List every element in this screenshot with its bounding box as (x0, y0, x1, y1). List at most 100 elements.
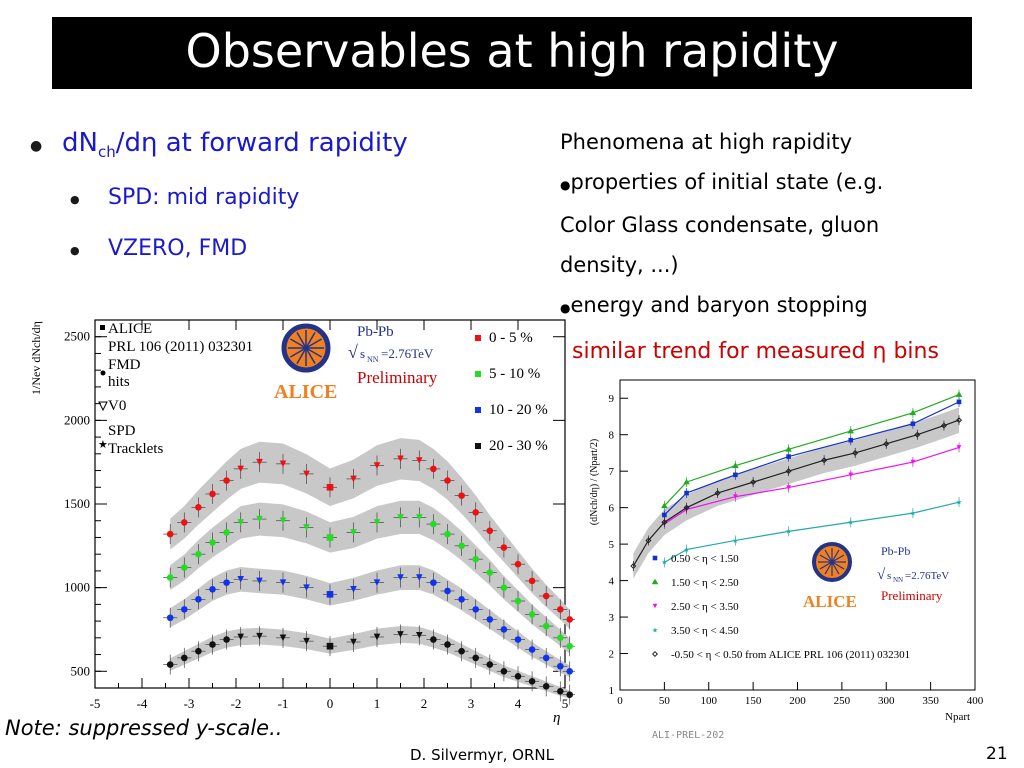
data-point (416, 514, 423, 521)
data-point (350, 586, 357, 593)
data-point (430, 636, 437, 643)
data-point (303, 637, 310, 645)
bullet-dndeta-pre: dN (62, 128, 98, 158)
data-point (557, 662, 564, 670)
alice-logo-text: ALICE (274, 381, 337, 403)
data-point (500, 544, 508, 551)
data-point (486, 527, 494, 535)
phenomena-line-3: density, ...) (560, 253, 679, 277)
data-point (195, 596, 202, 603)
data-point (256, 458, 263, 466)
data-point (566, 616, 573, 623)
data-point (223, 579, 230, 586)
x-tick-label: 0 (327, 696, 334, 711)
data-point (514, 597, 522, 605)
y-tick-label: 1500 (64, 496, 90, 511)
legend-marker (475, 407, 481, 413)
data-point (852, 449, 859, 456)
data-point (237, 519, 244, 526)
alice-logo-spoke (831, 549, 840, 563)
energy-value: =2.76TeV (905, 570, 949, 582)
alice-logo-spoke (824, 561, 833, 575)
data-point (542, 622, 550, 630)
data-point (472, 509, 480, 516)
data-point (430, 520, 437, 528)
x-tick-label: 0 (617, 695, 623, 707)
scale-note: Note: suppressed y-scale.. (5, 716, 283, 740)
legend-marker (651, 650, 659, 658)
y-tick-label: 1 (609, 685, 615, 697)
data-point (444, 477, 451, 484)
y-tick-label: 2000 (64, 412, 90, 427)
legend-marker (475, 443, 481, 449)
data-point (416, 632, 423, 639)
phenomena-heading: Phenomena at high rapidity (560, 130, 853, 154)
data-point (683, 504, 690, 511)
x-tick-label: -4 (137, 696, 148, 711)
data-point (486, 661, 494, 668)
x-axis-label: η (553, 710, 560, 726)
data-point (645, 537, 652, 544)
data-point (373, 579, 381, 586)
legend-series-label: -0.50 < η < 0.50 from ALICE PRL 106 (201… (671, 649, 910, 661)
data-point (500, 584, 508, 591)
legend-series-label: 20 - 30 % (489, 438, 548, 454)
data-point (397, 574, 404, 581)
data-point (956, 445, 962, 450)
data-point (209, 586, 216, 593)
systematic-band (633, 407, 960, 579)
data-point (326, 534, 334, 541)
data-point (279, 579, 287, 586)
npart-chart: ★ ★ ★ ★ ★ ★ ★ 0 50 100 150 200 250 300 350 400 1 2 3 4 5 6 7 8… (589, 379, 984, 723)
data-point (430, 465, 437, 473)
data-point (486, 569, 494, 576)
data-point (786, 485, 791, 490)
data-point (661, 502, 668, 509)
data-point (940, 422, 947, 429)
data-point: ★ (786, 528, 792, 536)
data-point (500, 626, 508, 633)
data-point (166, 530, 174, 538)
phenomena-item-2: ●energy and baryon stopping (560, 285, 1020, 328)
data-point (847, 427, 855, 434)
data-point (444, 587, 451, 595)
bullet-dot-icon: ● (70, 193, 80, 206)
energy-label: s (360, 346, 365, 361)
data-point (326, 642, 334, 650)
legend-marker: ★ (652, 626, 658, 634)
system-label: Pb-Pb (881, 544, 910, 558)
alice-logo-spoke (824, 549, 833, 563)
data-point (326, 483, 334, 491)
energy-sub: NN (893, 576, 903, 584)
data-point (848, 437, 854, 443)
data-point: ★ (956, 498, 962, 506)
alice-logo-spoke (305, 347, 322, 358)
data-point (279, 460, 287, 468)
legend-series-label: 0.50 < η < 1.50 (671, 553, 739, 565)
legend-marker (651, 578, 659, 585)
data-point (528, 611, 536, 618)
data-point (955, 391, 963, 397)
bullet-dndeta-sub: ch (97, 143, 116, 162)
data-point (684, 490, 689, 496)
alice-logo-spoke (290, 347, 307, 358)
x-tick-label: -2 (231, 696, 242, 711)
data-point (181, 654, 188, 662)
y-tick-label: 500 (71, 663, 91, 678)
data-point (750, 479, 757, 486)
x-tick-label: 300 (878, 695, 895, 707)
slide-title: Observables at high rapidity (185, 24, 839, 78)
x-tick-label: -3 (184, 696, 195, 711)
legend-series-label: 5 - 10 % (489, 366, 540, 382)
data-point (303, 470, 310, 478)
data-point (373, 633, 381, 641)
systematic-band (170, 626, 570, 699)
data-point (472, 654, 480, 662)
data-point (237, 633, 244, 641)
data-point (714, 490, 721, 497)
alice-logo-spoke (831, 554, 845, 563)
data-point (373, 519, 381, 526)
data-point (472, 606, 480, 613)
data-point (181, 564, 188, 571)
data-point (430, 579, 437, 586)
